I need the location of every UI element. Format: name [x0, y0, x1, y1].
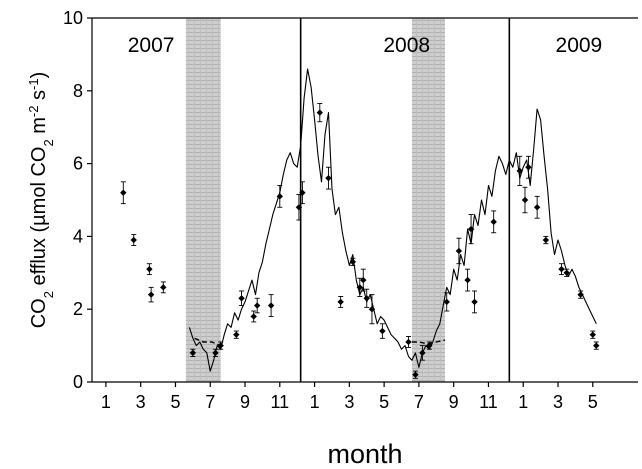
data-point	[516, 167, 523, 175]
data-point	[363, 295, 370, 302]
y-label-part: CO	[28, 298, 50, 328]
y-tick-label: 8	[73, 81, 83, 101]
data-point	[471, 298, 478, 306]
series-dashed-line	[194, 337, 221, 347]
data-point	[533, 204, 541, 211]
x-tick-label: 7	[414, 392, 424, 412]
data-point	[120, 189, 127, 196]
x-tick-label: 1	[101, 392, 111, 412]
y-label-subscript: 2	[41, 139, 56, 146]
data-point	[368, 306, 376, 313]
data-point	[238, 295, 245, 302]
data-point	[577, 291, 584, 298]
data-point	[337, 298, 344, 306]
data-point	[212, 349, 219, 357]
series-points-group	[120, 103, 600, 379]
data-point	[189, 349, 197, 357]
plot-area	[120, 18, 600, 382]
y-label-subscript: 2	[41, 291, 56, 298]
y-tick-label: 0	[73, 372, 83, 392]
data-point	[563, 269, 570, 276]
y-label-mu: µ	[28, 214, 50, 226]
data-point	[295, 204, 303, 211]
year-label: 2008	[383, 34, 430, 57]
data-point	[356, 284, 363, 291]
data-point	[405, 338, 412, 346]
data-point	[253, 302, 261, 309]
y-tick-label: 4	[73, 226, 83, 246]
x-tick-label: 3	[344, 392, 354, 412]
y-label-superscript: -1	[26, 78, 41, 90]
y-axis-label: CO2 efflux (µmol CO2 m-2 s-1)	[26, 72, 56, 329]
x-tick-label: 1	[518, 392, 528, 412]
data-point	[490, 218, 497, 226]
x-axis-ticks: 1 3 5 7 9 11 1 3 5 7 9 11 1 3 5	[101, 382, 598, 412]
data-point	[521, 196, 529, 204]
y-label-part: efflux (	[28, 226, 50, 292]
y-label-part: m	[28, 117, 50, 139]
y-label-part: mol CO	[28, 147, 50, 215]
x-tick-label: 3	[136, 392, 146, 412]
data-point	[250, 313, 257, 320]
y-tick-label: 2	[73, 299, 83, 319]
data-point	[233, 331, 240, 338]
data-point	[160, 284, 167, 291]
y-label-part: )	[28, 72, 50, 79]
series-line	[188, 68, 597, 372]
x-tick-label: 9	[449, 392, 459, 412]
x-tick-label: 7	[205, 392, 215, 412]
x-tick-label: 1	[310, 392, 320, 412]
data-point	[589, 331, 596, 338]
data-point	[316, 109, 323, 116]
data-point	[146, 265, 153, 273]
series-dashed-group	[194, 337, 446, 347]
x-tick-label: 5	[588, 392, 598, 412]
data-point	[525, 164, 532, 171]
data-point	[412, 371, 419, 378]
data-point	[443, 298, 450, 306]
series-dashed-line	[411, 339, 446, 345]
year-label: 2007	[128, 34, 175, 57]
data-point	[267, 302, 275, 309]
year-label: 2009	[556, 34, 603, 57]
data-point	[217, 342, 224, 349]
data-point	[147, 291, 155, 298]
data-point	[558, 265, 565, 273]
data-point	[349, 258, 357, 266]
y-label-part: s	[28, 90, 50, 106]
y-tick-label: 10	[63, 8, 83, 28]
data-point	[360, 276, 367, 284]
x-tick-label: 3	[553, 392, 563, 412]
data-point	[130, 236, 137, 244]
snow-periods	[185, 18, 445, 382]
series-line-group	[188, 68, 597, 372]
x-tick-label: 5	[379, 392, 389, 412]
year-labels: 2007 2008 2009	[128, 34, 602, 57]
snow-period-shade	[185, 18, 221, 382]
x-tick-label: 9	[240, 392, 250, 412]
data-point	[593, 342, 600, 349]
data-point	[464, 276, 471, 284]
y-axis-ticks: 0 2 4 6 8 10	[63, 8, 92, 392]
data-point	[299, 189, 306, 196]
data-point	[542, 236, 550, 244]
snow-period-shade	[411, 18, 445, 382]
data-point	[467, 225, 475, 233]
data-point	[325, 174, 332, 182]
data-point	[419, 349, 426, 357]
x-tick-label: 11	[270, 392, 289, 412]
x-tick-label: 5	[170, 392, 180, 412]
x-axis-label: month	[327, 439, 402, 469]
year-dividers	[299, 18, 511, 382]
data-point	[379, 327, 386, 335]
data-point	[276, 193, 283, 200]
data-point	[426, 342, 433, 349]
data-point	[455, 247, 463, 255]
y-label-superscript: -2	[26, 106, 41, 118]
x-tick-label: 11	[479, 392, 498, 412]
y-tick-label: 6	[73, 154, 83, 174]
